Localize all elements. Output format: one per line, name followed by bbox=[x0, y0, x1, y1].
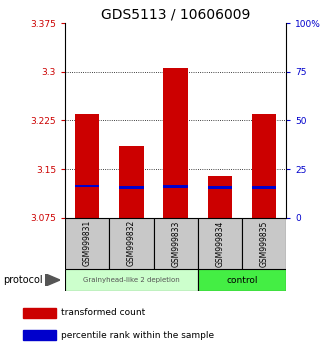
Bar bbox=[75, 185, 99, 187]
Text: GSM999834: GSM999834 bbox=[215, 220, 224, 267]
Bar bbox=[154, 218, 198, 269]
Bar bbox=[119, 146, 144, 218]
Bar bbox=[208, 176, 232, 218]
Bar bbox=[164, 68, 188, 218]
Bar bbox=[23, 308, 56, 318]
Text: Grainyhead-like 2 depletion: Grainyhead-like 2 depletion bbox=[83, 277, 180, 283]
Bar bbox=[109, 218, 154, 269]
Bar bbox=[208, 186, 232, 189]
Bar bbox=[252, 186, 276, 189]
Text: GSM999833: GSM999833 bbox=[171, 220, 180, 267]
Bar bbox=[242, 218, 286, 269]
Text: transformed count: transformed count bbox=[61, 308, 146, 318]
Bar bbox=[164, 185, 188, 188]
Text: GSM999831: GSM999831 bbox=[83, 220, 92, 267]
Text: GSM999835: GSM999835 bbox=[260, 220, 269, 267]
Bar bbox=[198, 218, 242, 269]
Text: protocol: protocol bbox=[3, 275, 43, 285]
Bar bbox=[252, 114, 276, 218]
Text: control: control bbox=[226, 275, 258, 285]
Text: percentile rank within the sample: percentile rank within the sample bbox=[61, 331, 214, 340]
Bar bbox=[75, 114, 99, 218]
Title: GDS5113 / 10606009: GDS5113 / 10606009 bbox=[101, 8, 250, 22]
Polygon shape bbox=[45, 274, 60, 286]
Text: GSM999832: GSM999832 bbox=[127, 220, 136, 267]
Bar bbox=[65, 269, 198, 291]
Bar bbox=[65, 218, 109, 269]
Bar bbox=[198, 269, 286, 291]
Bar bbox=[119, 186, 144, 189]
Bar bbox=[23, 330, 56, 341]
